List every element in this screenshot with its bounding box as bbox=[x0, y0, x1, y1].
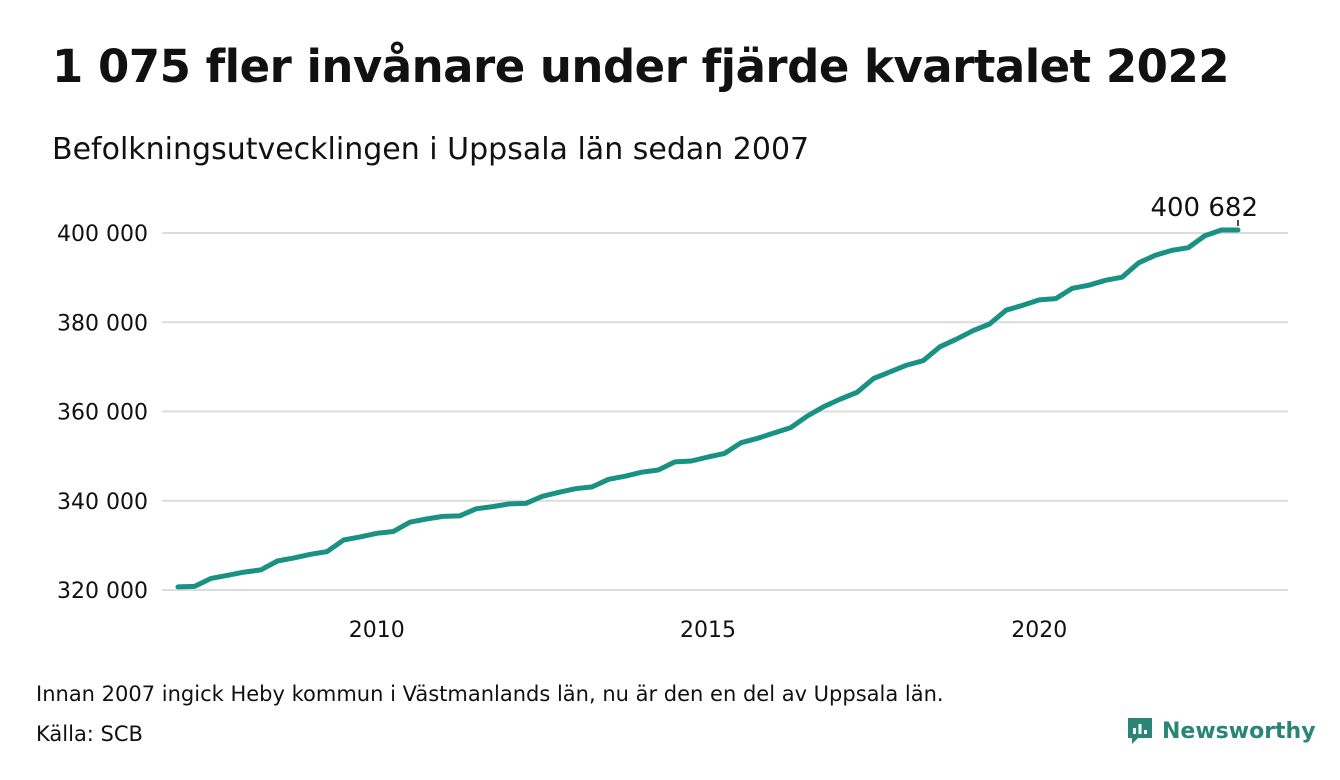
y-tick-label: 360 000 bbox=[57, 401, 148, 426]
x-tick-label: 2010 bbox=[349, 618, 405, 643]
end-value-label: 400 682 bbox=[1150, 193, 1258, 223]
footnote: Innan 2007 ingick Heby kommun i Västmanl… bbox=[36, 682, 944, 706]
chart-subtitle: Befolkningsutvecklingen i Uppsala län se… bbox=[52, 132, 810, 167]
y-tick-label: 320 000 bbox=[57, 579, 148, 604]
y-tick-label: 400 000 bbox=[57, 222, 148, 247]
brand-logo[interactable]: Newsworthy bbox=[1126, 716, 1316, 746]
source-credit: Källa: SCB bbox=[36, 722, 143, 746]
y-tick-label: 380 000 bbox=[57, 311, 148, 336]
newsworthy-logo-icon bbox=[1128, 718, 1152, 744]
population-line bbox=[175, 227, 1241, 590]
line-chart: 320 000 340 000 360 000 380 000 400 000 2010 2… bbox=[57, 193, 1288, 643]
y-tick-label: 340 000 bbox=[57, 490, 148, 515]
x-tick-label: 2020 bbox=[1011, 618, 1067, 643]
brand-name: Newsworthy bbox=[1162, 718, 1316, 744]
chart-title: 1 075 fler invånare under fjärde kvartal… bbox=[52, 40, 1230, 93]
x-tick-label: 2015 bbox=[680, 618, 736, 643]
